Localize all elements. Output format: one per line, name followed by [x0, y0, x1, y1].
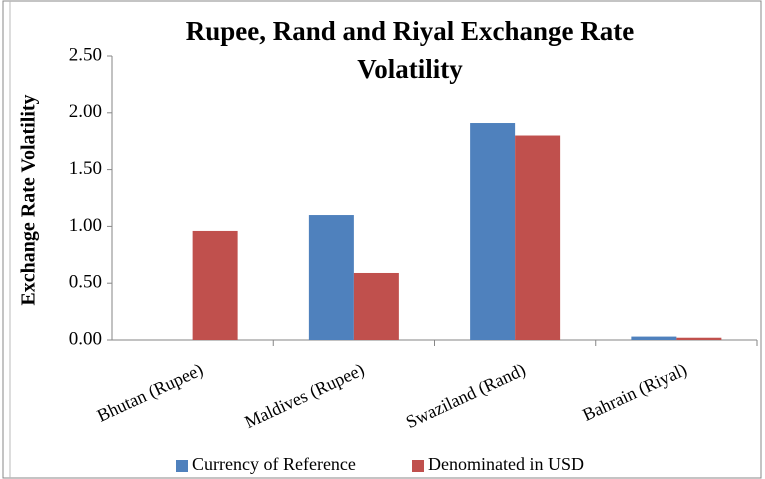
x-tick-label: Swaziland (Rand) [403, 359, 529, 433]
x-tick-label: Bhutan (Rupee) [94, 359, 207, 426]
legend-label: Denominated in USD [428, 454, 584, 474]
bar [470, 123, 516, 340]
bar [308, 215, 354, 340]
x-tick-label: Bahrain (Riyal) [579, 359, 690, 426]
bar [353, 272, 399, 340]
y-tick-label: 0.50 [69, 272, 102, 293]
chart-title: Rupee, Rand and Riyal Exchange Rate Vola… [185, 16, 635, 84]
legend-label: Currency of Reference [192, 454, 356, 474]
y-tick-label: 1.50 [69, 158, 102, 179]
x-tick-label: Maldives (Rupee) [242, 359, 368, 433]
legend-swatch [176, 460, 188, 472]
bar [515, 135, 561, 340]
y-tick-label: 2.00 [69, 101, 102, 122]
bar [192, 230, 238, 340]
y-tick-label: 0.00 [69, 328, 102, 349]
bar [631, 336, 677, 340]
y-tick-label: 1.00 [69, 215, 102, 236]
bar [676, 337, 722, 340]
legend-swatch [412, 460, 424, 472]
y-tick-label: 2.50 [69, 44, 102, 65]
y-axis-label: Exchange Rate Volatility [18, 94, 40, 305]
